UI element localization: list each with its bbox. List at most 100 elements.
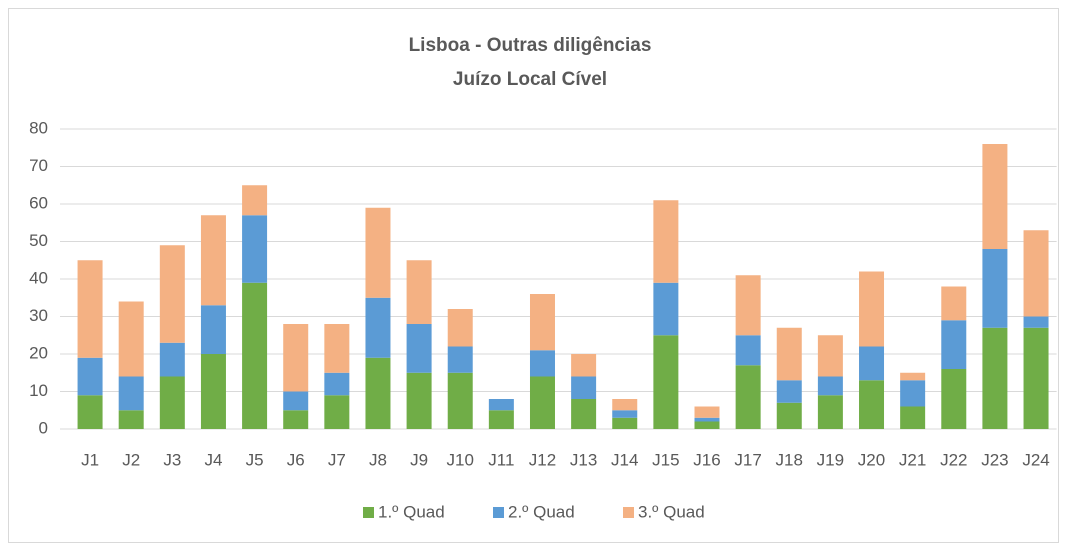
bar-segment bbox=[612, 410, 638, 418]
bar-segment bbox=[900, 380, 926, 407]
bar-segment bbox=[365, 357, 391, 429]
bar-segment bbox=[694, 406, 720, 418]
bar-segment bbox=[242, 282, 268, 429]
y-tick-label: 10 bbox=[29, 381, 48, 400]
bar-segment bbox=[529, 376, 555, 429]
bar-segment bbox=[571, 399, 597, 429]
bar-segment bbox=[941, 369, 967, 429]
x-tick-label: J7 bbox=[328, 450, 346, 469]
bar-segment bbox=[982, 249, 1008, 328]
x-tick-label: J24 bbox=[1022, 450, 1049, 469]
bar-segment bbox=[941, 320, 967, 369]
y-tick-label: 70 bbox=[29, 156, 48, 175]
x-tick-label: J6 bbox=[287, 450, 305, 469]
bar-segment bbox=[900, 406, 926, 429]
bar-segment bbox=[1023, 327, 1049, 429]
bar-segment bbox=[406, 372, 432, 429]
bar-segment bbox=[776, 380, 802, 403]
bar-segment bbox=[900, 372, 926, 381]
bar-segment bbox=[735, 365, 761, 429]
bar-segment bbox=[324, 324, 350, 373]
bar-segment bbox=[571, 354, 597, 377]
bar-segment bbox=[694, 421, 720, 429]
bar-segment bbox=[735, 275, 761, 336]
bar-segment bbox=[1023, 316, 1049, 328]
bar-segment bbox=[447, 346, 473, 373]
bar-segment bbox=[324, 395, 350, 429]
bar-segment bbox=[365, 207, 391, 298]
bar-segment bbox=[1023, 230, 1049, 317]
chart-title: Lisboa - Outras diligências bbox=[409, 35, 652, 56]
bar-segment bbox=[776, 327, 802, 381]
x-tick-label: J21 bbox=[899, 450, 926, 469]
bar-segment bbox=[283, 391, 309, 411]
y-tick-label: 0 bbox=[39, 418, 48, 437]
bar-segment bbox=[653, 200, 679, 283]
bar-segment bbox=[159, 342, 185, 377]
bar-segment bbox=[982, 327, 1008, 429]
bar-segment bbox=[77, 357, 103, 396]
bar-segment bbox=[242, 215, 268, 283]
bar-segment bbox=[159, 245, 185, 343]
bar-segment bbox=[735, 335, 761, 366]
bar-segment bbox=[776, 402, 802, 429]
bar-segment bbox=[77, 395, 103, 429]
legend-label: 3.º Quad bbox=[638, 502, 705, 521]
x-tick-label: J23 bbox=[981, 450, 1008, 469]
x-tick-label: J9 bbox=[410, 450, 428, 469]
bar-segment bbox=[941, 286, 967, 321]
bar-segment bbox=[365, 297, 391, 358]
bar-segment bbox=[200, 215, 226, 306]
bar-segment bbox=[817, 335, 843, 377]
x-tick-label: J16 bbox=[693, 450, 720, 469]
bar-segment bbox=[859, 346, 885, 381]
x-tick-label: J5 bbox=[246, 450, 264, 469]
x-tick-label: J2 bbox=[122, 450, 140, 469]
bar-segment bbox=[447, 372, 473, 429]
x-tick-label: J10 bbox=[447, 450, 474, 469]
x-tick-label: J3 bbox=[163, 450, 181, 469]
x-tick-label: J18 bbox=[776, 450, 803, 469]
y-tick-label: 50 bbox=[29, 231, 48, 250]
x-tick-label: J12 bbox=[529, 450, 556, 469]
bar-segment bbox=[612, 399, 638, 411]
bar-segment bbox=[406, 260, 432, 324]
bar-segment bbox=[118, 376, 144, 411]
bar-segment bbox=[529, 294, 555, 351]
x-tick-label: J14 bbox=[611, 450, 638, 469]
x-tick-label: J13 bbox=[570, 450, 597, 469]
bar-segment bbox=[488, 410, 514, 429]
bar-segment bbox=[859, 380, 885, 429]
bar-segment bbox=[817, 395, 843, 429]
x-tick-label: J17 bbox=[734, 450, 761, 469]
y-tick-label: 80 bbox=[29, 118, 48, 137]
bar-segment bbox=[200, 305, 226, 354]
bar-segment bbox=[817, 376, 843, 396]
bar-segment bbox=[612, 417, 638, 429]
y-tick-label: 30 bbox=[29, 306, 48, 325]
x-tick-label: J4 bbox=[204, 450, 222, 469]
y-tick-label: 60 bbox=[29, 193, 48, 212]
bar-segment bbox=[694, 417, 720, 422]
bar-segment bbox=[406, 324, 432, 373]
bar-segment bbox=[118, 301, 144, 377]
bar-segment bbox=[242, 185, 268, 216]
x-tick-label: J20 bbox=[858, 450, 885, 469]
legend-label: 2.º Quad bbox=[508, 502, 575, 521]
bar-segment bbox=[653, 282, 679, 336]
x-tick-label: J11 bbox=[488, 450, 514, 469]
bar-segment bbox=[118, 410, 144, 429]
legend-swatch bbox=[493, 507, 504, 518]
x-tick-label: J19 bbox=[817, 450, 844, 469]
bar-segment bbox=[488, 399, 514, 411]
x-tick-label: J22 bbox=[940, 450, 967, 469]
bar-segment bbox=[529, 350, 555, 377]
bar-segment bbox=[283, 410, 309, 429]
bar-segment bbox=[159, 376, 185, 429]
x-tick-label: J15 bbox=[652, 450, 679, 469]
y-tick-label: 20 bbox=[29, 343, 48, 362]
chart-subtitle: Juízo Local Cível bbox=[453, 69, 607, 90]
x-tick-label: J1 bbox=[81, 450, 99, 469]
bar-segment bbox=[77, 260, 103, 358]
